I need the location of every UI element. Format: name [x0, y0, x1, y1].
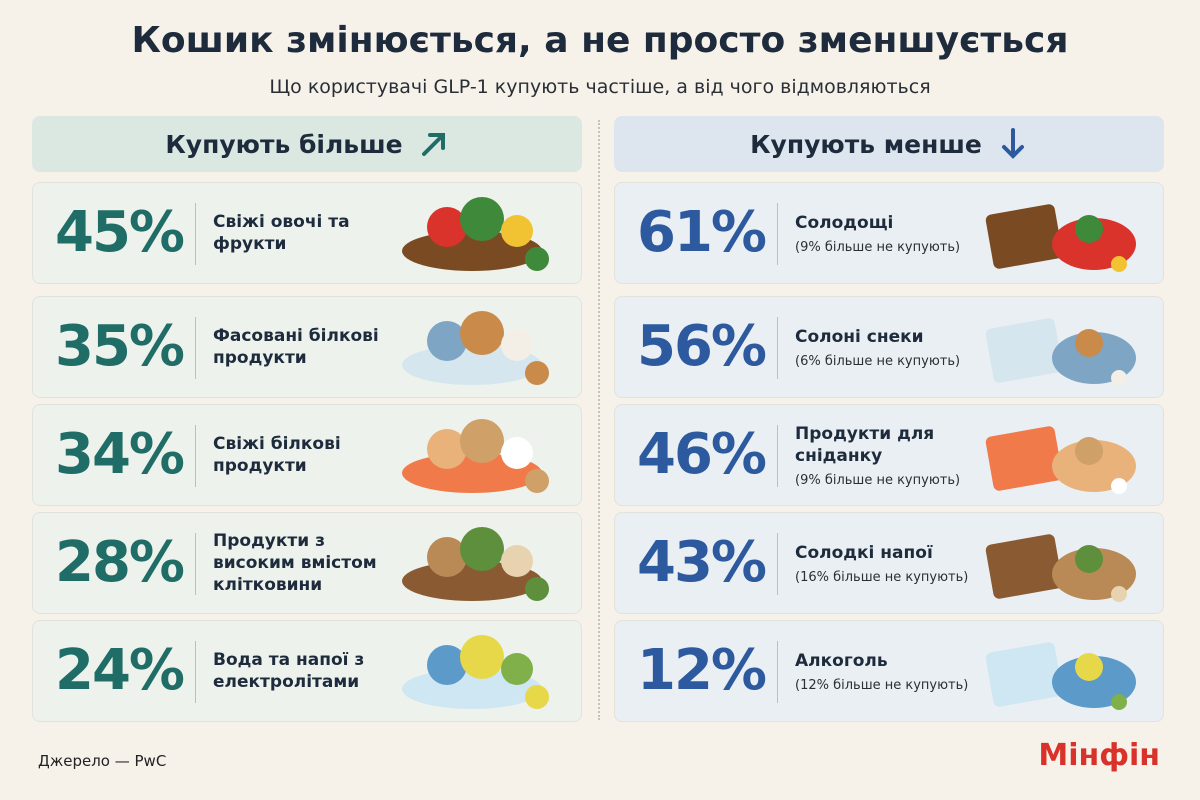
item-text: Свіжі овочі та фрукти [213, 183, 393, 283]
item-label: Солодощі [795, 212, 894, 233]
illustration [985, 534, 1136, 602]
percent: 43% [637, 530, 767, 595]
item-card: 43% Солодкі напої (16% більше не купують) [614, 512, 1164, 614]
illustration [402, 197, 549, 271]
item-label: Свіжі овочі та фрукти [213, 212, 350, 254]
item-card: 61% Солодощі (9% більше не купують) [614, 182, 1164, 284]
illustration [985, 204, 1136, 272]
item-note: (12% більше не купують) [795, 677, 969, 693]
separator [777, 317, 778, 379]
arrow-down-icon [1001, 128, 1024, 159]
item-text: Алкоголь (12% більше не купують) [795, 621, 975, 721]
item-text: Продукти для сніданку (9% більше не купую… [795, 405, 975, 505]
source: Джерело — PwC [38, 752, 167, 770]
column-heading: Купують більше [32, 116, 582, 172]
item-text: Вода та напої з електролітами [213, 621, 393, 721]
item-label: Продукти з високим вмістом клітковини [213, 531, 377, 595]
percent: 24% [55, 638, 185, 703]
separator [195, 317, 196, 379]
item-text: Солодкі напої (16% більше не купують) [795, 513, 975, 613]
arrow-up-icon [421, 133, 445, 156]
illustration [402, 419, 549, 493]
percent: 34% [55, 422, 185, 487]
percent: 35% [55, 314, 185, 379]
illustration [985, 642, 1136, 710]
percent: 56% [637, 314, 767, 379]
item-card: 35% Фасовані білкові продукти [32, 296, 582, 398]
item-label: Солоні снеки [795, 326, 924, 347]
subtitle: Що користувачі GLP-1 купують частіше, а … [269, 76, 931, 98]
item-note: (9% більше не купують) [795, 472, 961, 488]
item-text: Солоні снеки (6% більше не купують) [795, 297, 975, 397]
separator [195, 641, 196, 703]
column-less: Купують менше 61% Солодощі (9% більше не к… [614, 116, 1164, 722]
item-text: Свіжі білкові продукти [213, 405, 393, 505]
divider [598, 120, 600, 720]
item-text: Солодощі (9% більше не купують) [795, 183, 975, 283]
separator [195, 533, 196, 595]
item-card: 34% Свіжі білкові продукти [32, 404, 582, 506]
item-card: 46% Продукти для сніданку (9% більше не ку… [614, 404, 1164, 506]
title: Кошик змінюється, а не просто зменшуєтьс… [131, 20, 1069, 61]
percent: 61% [637, 200, 767, 265]
item-note: (6% більше не купують) [795, 353, 961, 369]
percent: 45% [55, 200, 185, 265]
heading-text: Купують більше [165, 129, 403, 159]
item-note: (16% більше не купують) [795, 569, 969, 585]
column-heading: Купують менше [614, 116, 1164, 172]
separator [777, 425, 778, 487]
separator [195, 203, 196, 265]
item-label: Свіжі білкові продукти [213, 434, 341, 476]
illustration [985, 318, 1136, 386]
item-card: 45% Свіжі овочі та фрукти [32, 182, 582, 284]
item-card: 24% Вода та напої з електролітами [32, 620, 582, 722]
heading-text: Купують менше [750, 129, 982, 159]
item-label: Солодкі напої [795, 542, 933, 563]
item-card: 12% Алкоголь (12% більше не купують) [614, 620, 1164, 722]
item-text: Продукти з високим вмістом клітковини [213, 513, 393, 613]
item-card: 28% Продукти з високим вмістом клітковини [32, 512, 582, 614]
illustration [402, 311, 549, 385]
item-card: 56% Солоні снеки (6% більше не купують) [614, 296, 1164, 398]
illustration [985, 426, 1136, 494]
separator [777, 203, 778, 265]
percent: 12% [637, 638, 767, 703]
column-more: Купують більше 45% Свіжі овочі та фрукти 3… [32, 116, 582, 722]
item-label: Продукти для сніданку [795, 423, 935, 466]
illustration [402, 527, 549, 601]
item-label: Вода та напої з електролітами [213, 650, 365, 692]
illustration [402, 635, 549, 709]
separator [777, 533, 778, 595]
brand: Мінфін [1038, 738, 1160, 773]
item-label: Фасовані білкові продукти [213, 326, 379, 368]
item-note: (9% більше не купують) [795, 239, 961, 255]
separator [195, 425, 196, 487]
separator [777, 641, 778, 703]
percent: 28% [55, 530, 185, 595]
item-label: Алкоголь [795, 650, 888, 671]
item-text: Фасовані білкові продукти [213, 297, 393, 397]
percent: 46% [637, 422, 767, 487]
